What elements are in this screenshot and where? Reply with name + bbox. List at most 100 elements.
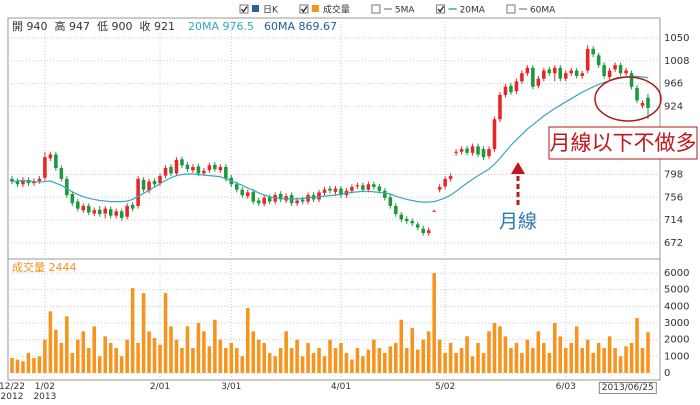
volume-bar: [355, 347, 360, 373]
legend-swatch: [252, 5, 259, 12]
volume-bar: [585, 339, 590, 373]
volume-bar: [410, 328, 415, 373]
candle-body: [317, 192, 321, 200]
volume-bar: [525, 339, 530, 373]
volume-bar: [421, 339, 425, 373]
candle-body: [48, 154, 53, 159]
candle-body: [596, 55, 601, 66]
candle-body: [339, 188, 343, 196]
volume-bar: [152, 338, 157, 373]
volume-bar: [503, 336, 508, 373]
candle-body: [410, 221, 415, 224]
volume-bar: [185, 326, 190, 373]
volume-bar: [388, 346, 393, 373]
candle-body: [37, 178, 42, 182]
candle-body: [169, 166, 173, 174]
candle-body: [443, 178, 447, 187]
volume-bar: [596, 342, 601, 373]
volume-pane: [7, 258, 661, 381]
volume-bar: [278, 347, 283, 373]
candle-body: [180, 159, 184, 166]
volume-bar: [97, 356, 102, 373]
candle-body: [635, 87, 639, 101]
x-tick-label: 4/01: [330, 382, 352, 392]
legend-swatch: [311, 5, 319, 12]
candle-body: [15, 181, 20, 185]
volume-bar: [492, 323, 497, 373]
ohlc-info: 收 921: [140, 19, 176, 33]
candle-body: [224, 166, 228, 179]
x-tick-label: 12/22 2012: [0, 382, 25, 402]
volume-bar: [366, 349, 371, 373]
volume-bar: [344, 352, 349, 373]
volume-bar: [86, 347, 91, 373]
volume-bar: [262, 342, 266, 373]
volume-bar: [141, 293, 146, 373]
volume-bar: [372, 339, 376, 373]
ma-label: 20MA 976.5: [188, 20, 254, 33]
candle-body: [174, 159, 179, 174]
candle-body: [262, 197, 266, 204]
legend-label: 日K: [263, 5, 279, 16]
candle-body: [481, 149, 486, 158]
arrow-label: 月線: [499, 211, 537, 233]
candle-body: [54, 154, 58, 169]
candle-body: [350, 186, 354, 191]
legend-check: [300, 6, 308, 13]
volume-bar: [108, 342, 113, 373]
volume-bar: [470, 356, 475, 373]
volume-bar: [256, 339, 261, 373]
volume-bar: [350, 359, 354, 373]
legend-label: 5MA: [395, 6, 415, 16]
volume-bar: [514, 342, 519, 373]
arrow-head: [511, 162, 525, 174]
volume-tick-label: 3000: [664, 318, 689, 329]
candle-body: [558, 67, 563, 79]
candle-body: [202, 170, 206, 174]
candle-body: [454, 151, 458, 153]
candle-body: [65, 178, 69, 196]
candle-body: [70, 194, 75, 204]
volume-bar: [563, 347, 568, 373]
x-tick-label: 2013/06/25: [598, 382, 657, 394]
candle-body: [256, 200, 261, 204]
candle-body: [514, 81, 519, 92]
candle-body: [333, 188, 338, 192]
candle-body: [585, 48, 590, 71]
volume-bar: [426, 331, 431, 373]
candle-body: [322, 189, 327, 193]
volume-bar: [333, 347, 338, 373]
candle-body: [86, 205, 91, 213]
candle-body: [108, 209, 113, 216]
volume-bar: [163, 293, 168, 373]
candle-body: [547, 69, 552, 74]
candle-body: [487, 149, 491, 157]
volume-bar: [580, 347, 584, 373]
candle-body: [607, 70, 612, 78]
volume-tick-label: 0: [664, 368, 670, 379]
volume-bar: [59, 342, 64, 373]
candle-body: [245, 192, 250, 197]
volume-bar: [76, 339, 80, 373]
y-tick-label: 1050: [664, 33, 689, 44]
volume-bar: [251, 331, 256, 373]
highlight-ellipse: [594, 76, 662, 122]
y-tick-label: 966: [664, 79, 683, 90]
volume-bar: [569, 342, 574, 373]
legend-checkbox: [299, 4, 309, 14]
candle-body: [377, 186, 382, 191]
volume-bar: [114, 347, 118, 373]
volume-bar: [635, 318, 639, 373]
candle-body: [476, 146, 480, 155]
volume-bar: [37, 356, 42, 373]
volume-bar: [147, 331, 151, 373]
y-tick-label: 756: [664, 192, 683, 203]
candle-body: [43, 157, 47, 178]
candle-body: [459, 149, 464, 152]
volume-bar: [43, 339, 47, 373]
volume-bar: [317, 347, 321, 373]
candle-body: [629, 73, 634, 87]
volume-bar: [218, 339, 223, 373]
volume-bar: [547, 352, 552, 373]
